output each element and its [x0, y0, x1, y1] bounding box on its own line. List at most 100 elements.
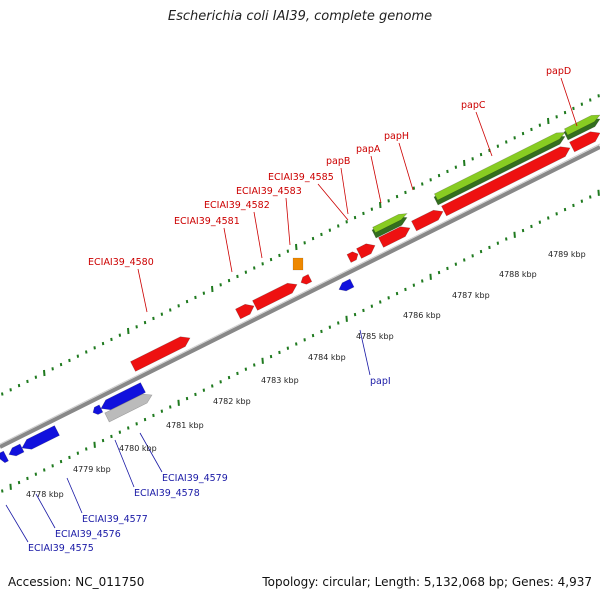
upper-minor-tick	[412, 186, 416, 190]
rna-feature	[292, 257, 304, 271]
lower-minor-tick	[412, 283, 416, 287]
lower-minor-tick	[152, 413, 155, 418]
feature-green-light-1	[372, 213, 408, 234]
callout-line-ECIAI39_4580	[137, 268, 148, 313]
lower-minor-tick	[1, 489, 4, 493]
upper-minor-tick	[244, 270, 248, 274]
backbone-line	[0, 145, 600, 449]
gene-label-papA: papA	[356, 144, 381, 155]
lower-minor-tick	[110, 434, 113, 439]
lower-minor-tick	[211, 384, 214, 388]
lower-major-tick	[513, 231, 516, 238]
callout-line-ECIAI39_4578	[114, 439, 135, 488]
lower-minor-tick	[479, 249, 483, 254]
upper-minor-tick	[185, 299, 189, 304]
lower-minor-tick	[580, 199, 584, 203]
kbp-label: 4787 kbp	[452, 291, 490, 300]
cds-ECIAI39_4583	[300, 273, 313, 285]
callout-line-ECIAI39_4585	[317, 183, 349, 221]
upper-minor-tick	[236, 274, 239, 279]
lower-minor-tick	[101, 438, 105, 443]
lower-minor-tick	[85, 447, 88, 451]
cds-papH	[411, 209, 444, 232]
upper-minor-tick	[177, 304, 180, 308]
upper-major-tick	[295, 243, 298, 251]
upper-minor-tick	[93, 346, 96, 350]
lower-minor-tick	[589, 195, 592, 199]
upper-minor-tick	[110, 337, 113, 342]
cds-ECIAI39_4585	[346, 251, 359, 263]
lower-minor-tick	[563, 207, 567, 212]
upper-minor-tick	[1, 392, 4, 396]
cds-ECIAI39_4576	[8, 443, 25, 457]
upper-minor-tick	[538, 123, 542, 127]
cds-ECIAI39_4578	[92, 404, 104, 415]
lower-minor-tick	[76, 451, 80, 455]
feature-green-light-3	[563, 114, 600, 136]
callout-line-papH	[398, 142, 414, 191]
lower-minor-tick	[51, 464, 54, 468]
upper-minor-tick	[471, 157, 474, 161]
gene-label-ECIAI39_4581: ECIAI39_4581	[174, 216, 240, 227]
cds-papD	[569, 131, 600, 153]
lower-minor-tick	[219, 380, 222, 384]
lower-minor-tick	[379, 300, 382, 304]
callout-line-ECIAI39_4577	[66, 477, 83, 514]
gene-label-callouts: ECIAI39_4580 ECIAI39_4581 ECIAI39_4582 ECIA…	[5, 66, 578, 554]
upper-minor-tick	[328, 228, 332, 232]
upper-minor-tick	[395, 194, 399, 199]
gene-label-ECIAI39_4578: ECIAI39_4578	[134, 488, 200, 499]
lower-minor-tick	[353, 312, 357, 317]
gene-label-ECIAI39_4582: ECIAI39_4582	[204, 200, 270, 211]
callout-line-ECIAI39_4583	[285, 197, 291, 246]
lower-minor-tick	[328, 325, 332, 329]
lower-minor-tick	[185, 396, 189, 401]
upper-minor-tick	[286, 249, 290, 253]
lower-minor-tick	[253, 363, 256, 367]
upper-minor-tick	[17, 383, 21, 388]
lower-major-tick	[597, 189, 600, 196]
lower-minor-tick	[572, 203, 575, 208]
upper-minor-tick	[521, 131, 525, 136]
upper-major-tick	[379, 201, 382, 209]
lower-minor-tick	[538, 220, 542, 224]
upper-minor-tick	[404, 190, 407, 195]
upper-minor-tick	[320, 232, 323, 237]
lower-major-tick	[345, 315, 348, 322]
upper-minor-tick	[219, 283, 222, 287]
lower-minor-tick	[17, 480, 21, 485]
upper-minor-tick	[160, 312, 164, 316]
callout-line-ECIAI39_4581	[223, 227, 233, 273]
lower-minor-tick	[59, 459, 63, 464]
kbp-scale-labels: 4778 kbp 4779 kbp 4780 kbp 4781 kbp 4782 kbp…	[26, 250, 586, 499]
callout-line-papD	[560, 77, 578, 127]
lower-minor-tick	[143, 417, 147, 422]
lower-minor-tick	[311, 333, 315, 338]
lower-minor-tick	[362, 308, 365, 313]
lower-minor-tick	[505, 237, 508, 241]
upper-minor-tick	[51, 367, 54, 371]
upper-minor-tick	[530, 127, 533, 132]
upper-minor-tick	[505, 140, 508, 144]
backbone-highlight	[0, 143, 600, 445]
kbp-label: 4781 kbp	[166, 421, 204, 430]
genome-backbone	[0, 143, 600, 449]
cds-ECIAI39_4582	[252, 282, 298, 311]
upper-minor-tick	[362, 211, 365, 216]
kbp-label: 4786 kbp	[403, 311, 441, 320]
upper-minor-tick	[589, 98, 592, 102]
upper-minor-tick	[34, 375, 38, 379]
upper-minor-tick	[555, 115, 558, 119]
feature-grey	[104, 393, 153, 423]
lower-minor-tick	[135, 422, 138, 426]
cds-papC	[441, 146, 571, 217]
lower-minor-tick	[236, 371, 239, 376]
callout-line-ECIAI39_4576	[35, 493, 56, 529]
upper-minor-tick	[227, 278, 231, 283]
upper-minor-tick	[563, 110, 567, 115]
upper-minor-tick	[370, 207, 374, 211]
upper-minor-tick	[152, 316, 155, 321]
lower-minor-tick	[68, 455, 71, 460]
gene-label-ECIAI39_4585: ECIAI39_4585	[268, 172, 334, 183]
